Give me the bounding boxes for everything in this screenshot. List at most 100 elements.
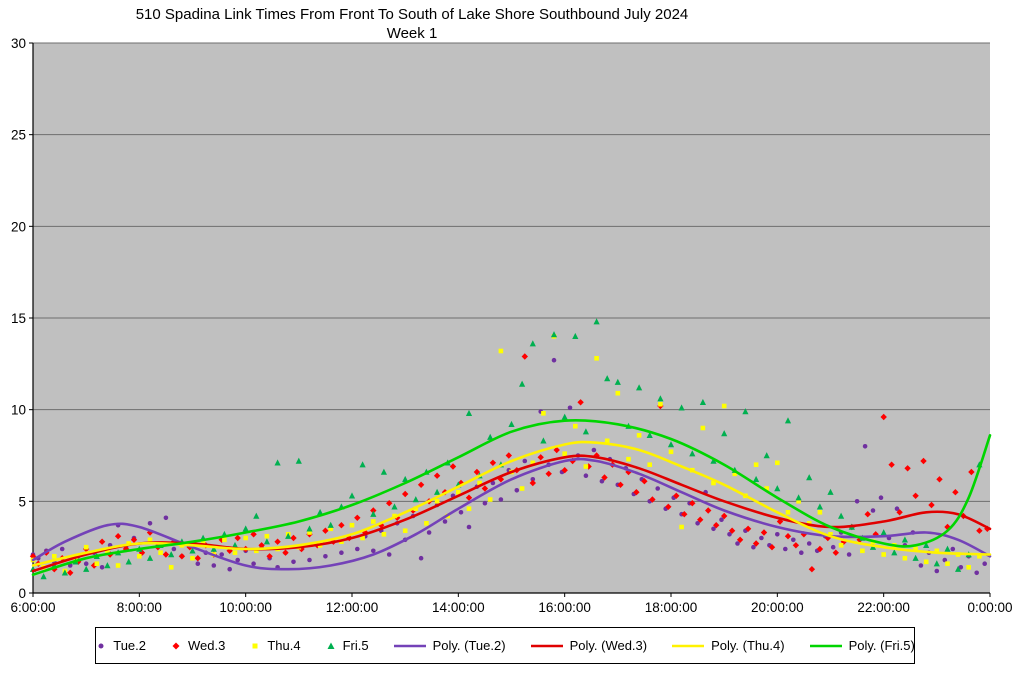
data-point bbox=[689, 500, 696, 507]
legend-item-fri5: Fri.5 bbox=[325, 638, 369, 653]
data-point bbox=[617, 481, 624, 488]
data-point bbox=[355, 546, 360, 552]
data-point bbox=[487, 497, 493, 502]
data-point bbox=[699, 398, 706, 405]
data-point bbox=[657, 395, 664, 402]
data-point bbox=[768, 544, 776, 551]
data-point bbox=[83, 561, 89, 566]
data-point bbox=[94, 561, 100, 566]
data-point bbox=[710, 457, 717, 464]
data-point bbox=[665, 503, 672, 510]
data-point bbox=[234, 534, 241, 542]
data-point bbox=[828, 532, 833, 537]
trendline-sample-icon bbox=[393, 644, 426, 647]
data-point bbox=[791, 537, 796, 543]
data-point bbox=[424, 521, 429, 526]
data-point bbox=[458, 510, 464, 515]
data-point bbox=[881, 552, 886, 557]
data-point bbox=[339, 550, 344, 555]
data-point bbox=[521, 353, 528, 360]
legend-item-poly-wed3: Poly. (Wed.3) bbox=[530, 638, 648, 653]
data-point bbox=[442, 519, 448, 524]
data-point bbox=[433, 472, 441, 479]
data-point bbox=[681, 511, 688, 518]
data-point bbox=[936, 476, 943, 483]
data-point bbox=[562, 451, 567, 456]
data-point bbox=[104, 562, 111, 569]
data-point bbox=[466, 524, 472, 530]
data-point bbox=[902, 555, 908, 561]
data-point bbox=[254, 548, 259, 554]
data-point bbox=[251, 561, 256, 566]
data-point bbox=[923, 541, 930, 548]
trendline bbox=[31, 419, 992, 576]
data-point bbox=[529, 479, 536, 487]
trendline-sample-icon bbox=[672, 644, 705, 647]
data-point bbox=[775, 460, 780, 466]
data-point bbox=[744, 525, 752, 532]
data-point bbox=[537, 454, 544, 461]
data-point bbox=[75, 558, 82, 565]
data-point bbox=[200, 539, 206, 544]
data-point bbox=[721, 430, 728, 437]
data-point bbox=[227, 566, 232, 572]
data-point bbox=[67, 569, 74, 576]
data-point bbox=[307, 557, 312, 563]
data-point bbox=[323, 554, 328, 559]
data-point bbox=[146, 554, 154, 561]
data-point bbox=[658, 401, 663, 407]
chart-title: 510 Spadina Link Times From Front To Sou… bbox=[135, 6, 689, 23]
data-point bbox=[243, 535, 248, 541]
data-point bbox=[264, 533, 270, 539]
data-point bbox=[162, 551, 170, 558]
data-point bbox=[232, 550, 238, 555]
data-point bbox=[307, 530, 312, 535]
data-point bbox=[258, 542, 265, 549]
data-point bbox=[402, 528, 408, 533]
data-point bbox=[218, 536, 225, 543]
data-point bbox=[952, 489, 959, 496]
data-point bbox=[647, 462, 652, 467]
data-point bbox=[901, 536, 908, 543]
data-point bbox=[553, 446, 560, 454]
data-point bbox=[721, 403, 727, 409]
data-point bbox=[775, 532, 780, 537]
y-tick-label: 5 bbox=[18, 494, 26, 509]
data-point bbox=[130, 536, 138, 543]
data-point bbox=[99, 565, 105, 570]
y-tick-label: 0 bbox=[18, 586, 26, 601]
data-point bbox=[697, 516, 704, 523]
data-point bbox=[418, 555, 424, 561]
data-point bbox=[349, 522, 355, 528]
data-point bbox=[449, 463, 457, 470]
data-point bbox=[760, 529, 768, 536]
data-point bbox=[125, 558, 132, 565]
data-point bbox=[402, 490, 409, 498]
x-tick-label: 8:00:00 bbox=[117, 600, 162, 615]
data-point bbox=[482, 500, 488, 506]
trendline bbox=[31, 457, 992, 571]
legend-item-poly-wed3-label: Poly. (Wed.3) bbox=[569, 638, 648, 653]
data-point bbox=[838, 543, 844, 548]
data-point bbox=[434, 499, 440, 504]
data-point bbox=[792, 542, 800, 549]
data-point bbox=[764, 486, 769, 491]
legend-item-thu4: Thu.4 bbox=[249, 638, 301, 653]
data-point bbox=[968, 468, 975, 476]
data-point bbox=[891, 549, 898, 556]
data-point bbox=[338, 522, 345, 529]
data-point bbox=[402, 475, 409, 482]
legend-item-poly-thu4: Poly. (Thu.4) bbox=[671, 638, 785, 653]
data-point bbox=[784, 533, 792, 540]
data-point bbox=[514, 488, 520, 493]
data-point bbox=[817, 510, 823, 515]
data-point bbox=[713, 522, 720, 529]
data-point bbox=[381, 532, 387, 537]
data-point bbox=[235, 557, 240, 563]
legend-item-poly-fri5-label: Poly. (Fri.5) bbox=[848, 638, 915, 653]
data-point bbox=[317, 508, 324, 515]
circle-marker-icon bbox=[98, 643, 104, 648]
data-point bbox=[955, 565, 962, 572]
